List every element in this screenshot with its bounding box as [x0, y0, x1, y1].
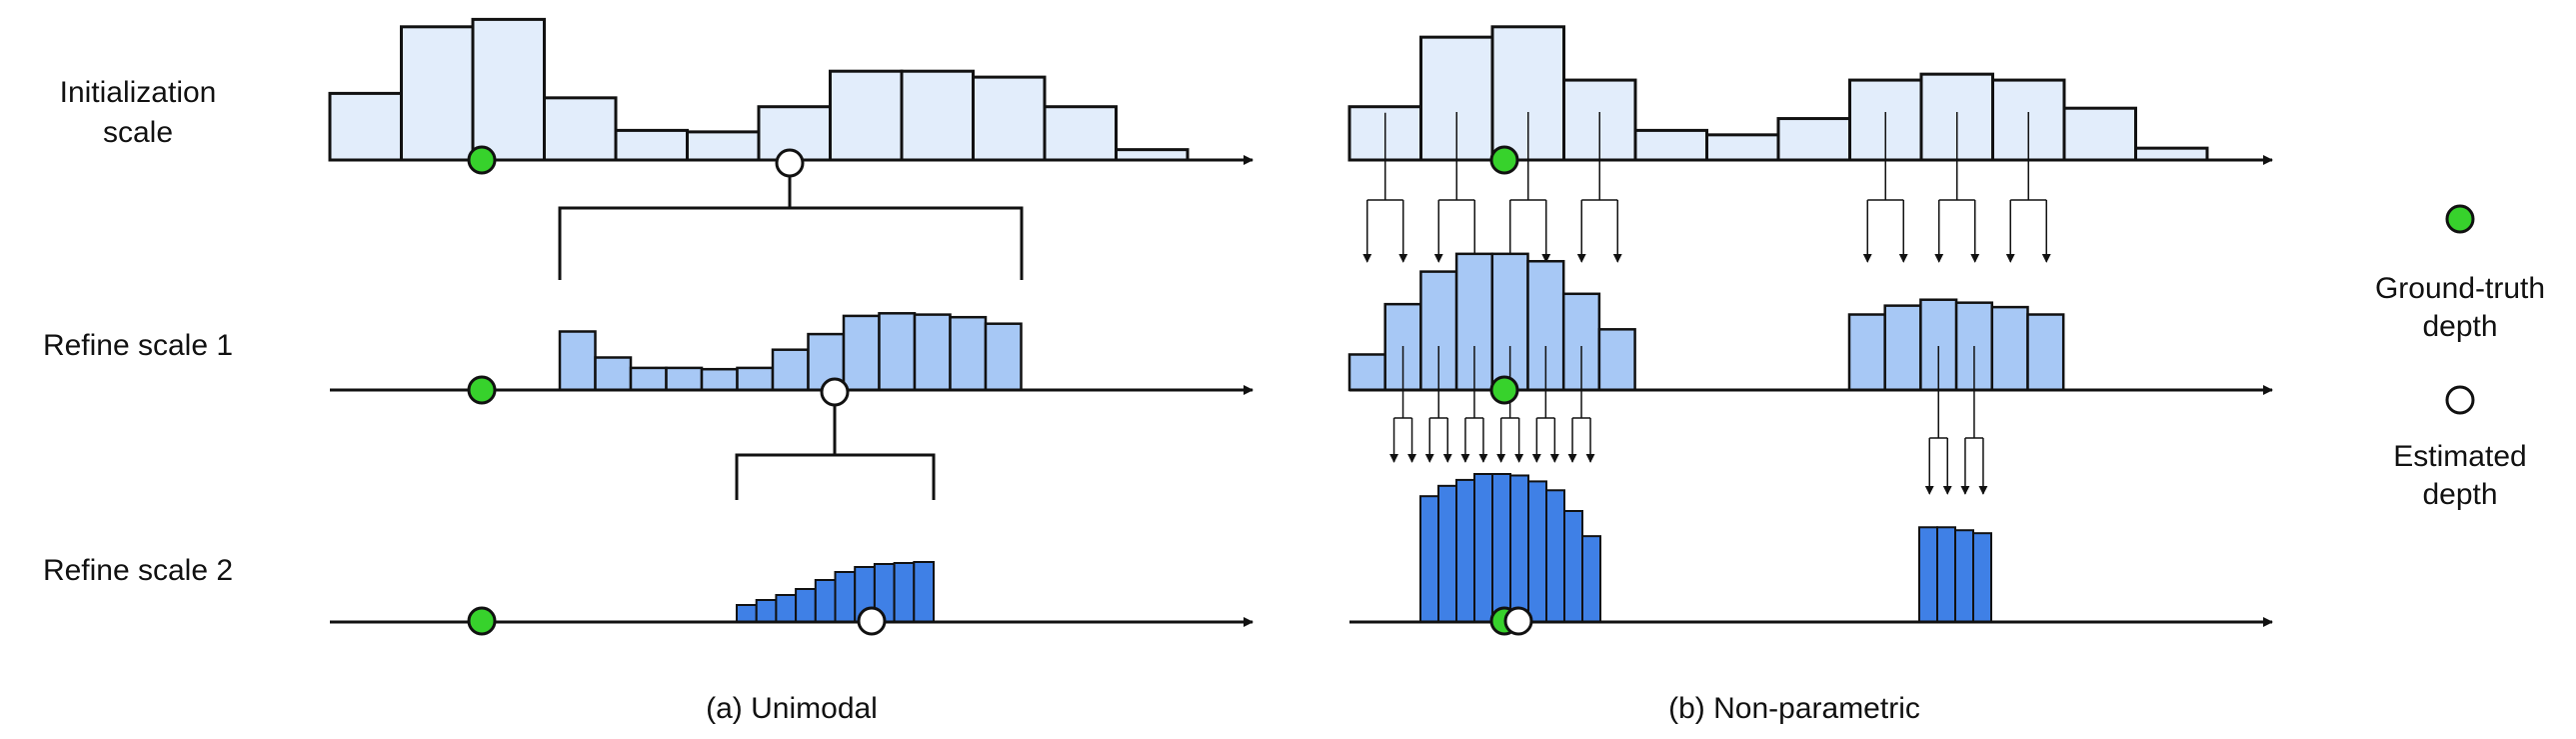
init-bin-8	[900, 69, 975, 162]
refine1-bin-5	[736, 366, 775, 392]
np-init-fork-8-stem	[1938, 112, 1975, 201]
init-bin-9	[972, 75, 1047, 162]
np-refine2-left-bin-1	[1437, 484, 1457, 623]
refine2-bin-1	[755, 599, 778, 623]
refine2-bin-4	[814, 579, 837, 623]
init-bin-4	[614, 128, 689, 162]
np-init-bin-10	[2062, 106, 2137, 162]
init-estimated-dot	[775, 148, 805, 178]
np-refine1-right-fork-3-stem	[1964, 346, 1983, 439]
init-bin-7	[829, 69, 904, 162]
np-init-bin-5	[1705, 133, 1780, 162]
legend-estimated-label-2: depth	[2422, 478, 2497, 511]
np-refine1-left-bin-0	[1347, 353, 1386, 392]
np-refine1-right-fork-2-stem	[1929, 346, 1948, 439]
np-init-fork-7-stem	[1867, 112, 1904, 201]
legend: Ground-truth depth Estimated depth	[2375, 204, 2545, 511]
np-refine1-left-bin-7	[1597, 328, 1636, 392]
np-refine2-left-bin-8	[1563, 510, 1583, 623]
np-init-ground-truth-dot	[1489, 145, 1519, 175]
np-refine2-right-bin-1	[1936, 526, 1956, 624]
legend-ground-truth-label: Ground-truth	[2375, 272, 2545, 305]
np-refine1-left-fork-3-stem	[1464, 346, 1483, 419]
refine1-bin-1	[594, 356, 633, 392]
refine1-bin-4	[700, 367, 739, 392]
init-bin-0	[328, 91, 403, 162]
np-refine1-ground-truth-dot	[1489, 375, 1519, 405]
init-ground-truth-dot	[467, 145, 497, 175]
np-refine2-right-bin-0	[1918, 526, 1938, 624]
np-refine2-right-bin-3	[1972, 532, 1992, 624]
legend-ground-truth-label-2: depth	[2422, 310, 2497, 343]
refine1-bracket	[735, 405, 936, 500]
np-refine1-right-bin-0	[1847, 313, 1886, 392]
refine2-bin-0	[736, 604, 758, 623]
np-init-fork-9-stem	[2010, 112, 2047, 201]
refine2-bin-8	[893, 562, 916, 623]
np-refine2-left-bin-7	[1545, 489, 1565, 623]
non-parametric-panel	[1347, 25, 2273, 636]
np-refine1-right-bin-4	[1990, 305, 2029, 392]
np-refine1-left-fork-2-stem	[1429, 346, 1448, 419]
refine2-bin-9	[913, 561, 935, 623]
refine1-bin-11	[949, 315, 988, 392]
legend-estimated-marker	[2445, 385, 2475, 415]
refine1-bin-3	[665, 366, 704, 392]
refine2-bin-2	[775, 594, 798, 623]
row-label-refine-scale-1: Refine scale 1	[43, 329, 233, 362]
refine1-ground-truth-dot	[467, 375, 497, 405]
refine1-bin-8	[842, 314, 881, 392]
refine1-bin-9	[878, 312, 917, 392]
np-refine1-right-bin-5	[2026, 313, 2065, 392]
init-bin-5	[686, 130, 761, 162]
np-refine2-left-bin-0	[1419, 495, 1439, 624]
init-bin-11	[1115, 148, 1190, 162]
np-init-fork-2-stem	[1509, 112, 1546, 201]
init-bracket	[558, 176, 1024, 280]
unimodal-panel	[328, 17, 1254, 636]
np-init-bin-11	[2134, 146, 2209, 162]
refine2-estimated-dot	[857, 606, 887, 636]
np-refine2-left-bin-5	[1509, 474, 1529, 624]
np-refine2-estimated-dot	[1503, 606, 1533, 636]
np-init-bin-6	[1776, 117, 1851, 162]
np-refine1-right-bin-1	[1883, 304, 1922, 392]
row-label-initialization: Initialization	[60, 76, 217, 109]
refine1-estimated-dot	[820, 377, 850, 407]
refine1-bin-2	[629, 366, 668, 392]
np-init-fork-0-stem	[1366, 112, 1403, 201]
legend-ground-truth-marker	[2445, 204, 2475, 234]
np-refine2-left-bin-3	[1473, 473, 1493, 623]
init-bin-10	[1043, 105, 1118, 162]
refine1-bin-10	[913, 313, 952, 392]
np-refine2-right-bin-2	[1954, 529, 1974, 623]
np-init-fork-3-stem	[1581, 112, 1618, 201]
refine1-bin-6	[771, 348, 810, 392]
refine1-bin-12	[984, 322, 1023, 392]
refine2-bin-5	[834, 571, 857, 623]
caption-non-parametric: (b) Non-parametric	[1668, 692, 1920, 725]
np-refine1-left-fork-6-stem	[1572, 346, 1591, 419]
refine2-ground-truth-dot	[467, 606, 497, 636]
np-refine2-left-bin-9	[1581, 535, 1601, 623]
init-bin-3	[543, 96, 618, 162]
np-init-bin-4	[1633, 128, 1708, 162]
row-label-refine-scale-2: Refine scale 2	[43, 554, 233, 587]
caption-unimodal: (a) Unimodal	[706, 692, 878, 725]
np-init-fork-1-stem	[1438, 112, 1475, 201]
np-refine2-left-bin-2	[1455, 478, 1475, 624]
np-refine2-left-bin-4	[1491, 473, 1511, 623]
np-refine1-left-fork-1-stem	[1393, 346, 1412, 419]
np-refine1-left-fork-5-stem	[1536, 346, 1555, 419]
refine1-bin-0	[558, 330, 597, 392]
np-refine2-left-bin-6	[1527, 480, 1547, 623]
init-bin-1	[400, 25, 475, 162]
row-label-initialization-scale: scale	[103, 116, 173, 149]
legend-estimated-label: Estimated	[2393, 440, 2526, 473]
refine2-bin-3	[795, 588, 817, 623]
init-bin-2	[471, 17, 546, 162]
